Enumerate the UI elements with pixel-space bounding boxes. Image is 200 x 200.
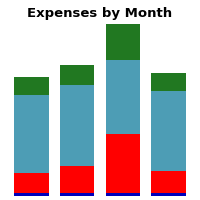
Bar — [106, 60, 140, 134]
Bar — [60, 65, 94, 85]
Bar — [106, 134, 140, 193]
Bar — [60, 85, 94, 166]
Bar — [60, 193, 94, 196]
Bar — [151, 91, 186, 171]
Bar — [14, 173, 49, 193]
Title: Expenses by Month: Expenses by Month — [27, 7, 173, 20]
Bar — [151, 73, 186, 91]
Bar — [151, 171, 186, 193]
Bar — [60, 166, 94, 193]
Bar — [106, 23, 140, 60]
Bar — [106, 193, 140, 196]
Bar — [14, 77, 49, 95]
Bar — [14, 193, 49, 196]
Bar — [14, 95, 49, 173]
Bar — [151, 193, 186, 196]
